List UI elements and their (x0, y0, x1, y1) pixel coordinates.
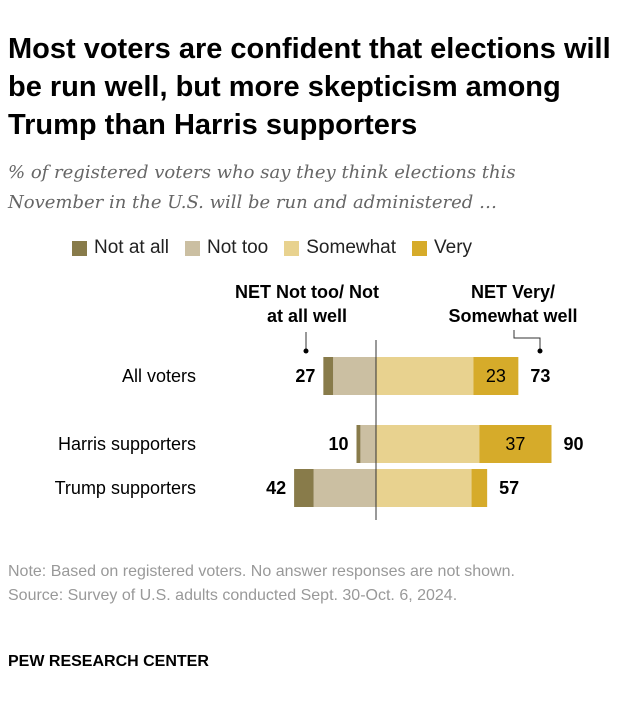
legend-item-somewhat: Somewhat (284, 237, 396, 259)
bar-not-at-all-all-voters (323, 357, 334, 395)
bar-not-too-trump-supporters (313, 469, 376, 507)
chart-subtitle: % of registered voters who say they thin… (8, 162, 516, 213)
net-negative-header: NET Not too/ Not at all well (235, 282, 379, 326)
bar-very-all-voters (473, 357, 519, 395)
legend-swatch-very (412, 240, 428, 256)
legend-label-somewhat: Somewhat (306, 237, 397, 258)
bar-not-at-all-trump-supporters (294, 469, 314, 507)
net-negative-label-trump-supporters: 42 (266, 478, 286, 498)
bar-not-at-all-harris-supporters (356, 425, 361, 463)
net-positive-label-trump-supporters: 57 (499, 478, 519, 498)
note-text: Note: Based on registered voters. No ans… (8, 563, 515, 580)
very-value-label-all-voters: 23 (486, 366, 506, 386)
bar-not-too-all-voters (333, 357, 376, 395)
legend-swatch-not-at-all (72, 240, 87, 256)
category-label-all-voters: All voters (122, 366, 196, 386)
legend-swatch-somewhat (284, 240, 300, 256)
bar-somewhat-trump-supporters (376, 469, 472, 507)
legend-label-not-too: Not too (206, 237, 269, 258)
brand-logo-text: PEW RESEARCH CENTER (8, 653, 209, 670)
category-label-trump-supporters: Trump supporters (55, 478, 196, 498)
net-negative-label-harris-supporters: 10 (328, 434, 348, 454)
bar-very-harris-supporters (479, 425, 552, 463)
net-positive-leader-line (513, 330, 541, 350)
legend: Not at all Not too Somewhat Very (72, 237, 488, 259)
category-label-harris-supporters: Harris supporters (58, 434, 196, 454)
legend-label-not-at-all: Not at all (94, 237, 169, 258)
legend-item-very: Very (412, 237, 472, 259)
bar-somewhat-all-voters (376, 357, 474, 395)
net-positive-label-harris-supporters: 90 (564, 434, 584, 454)
net-positive-leader-dot (537, 348, 543, 354)
notes-block: Note: Based on registered voters. No ans… (8, 560, 598, 608)
very-value-label-harris-supporters: 37 (505, 434, 525, 454)
source-text: Source: Survey of U.S. adults conducted … (8, 587, 458, 604)
legend-label-very: Very (434, 237, 473, 258)
bar-very-trump-supporters (471, 469, 488, 507)
legend-swatch-not-too (184, 240, 200, 256)
bar-not-too-harris-supporters (360, 425, 376, 463)
legend-item-not-at-all: Not at all (72, 237, 169, 259)
net-negative-leader-dot (303, 348, 309, 354)
bar-somewhat-harris-supporters (376, 425, 480, 463)
net-positive-label-all-voters: 73 (530, 366, 550, 386)
net-positive-header: NET Very/ Somewhat well (448, 282, 578, 326)
net-negative-label-all-voters: 27 (295, 366, 315, 386)
legend-item-not-too: Not too (184, 237, 269, 259)
chart-title: Most voters are confident that elections… (8, 33, 611, 141)
